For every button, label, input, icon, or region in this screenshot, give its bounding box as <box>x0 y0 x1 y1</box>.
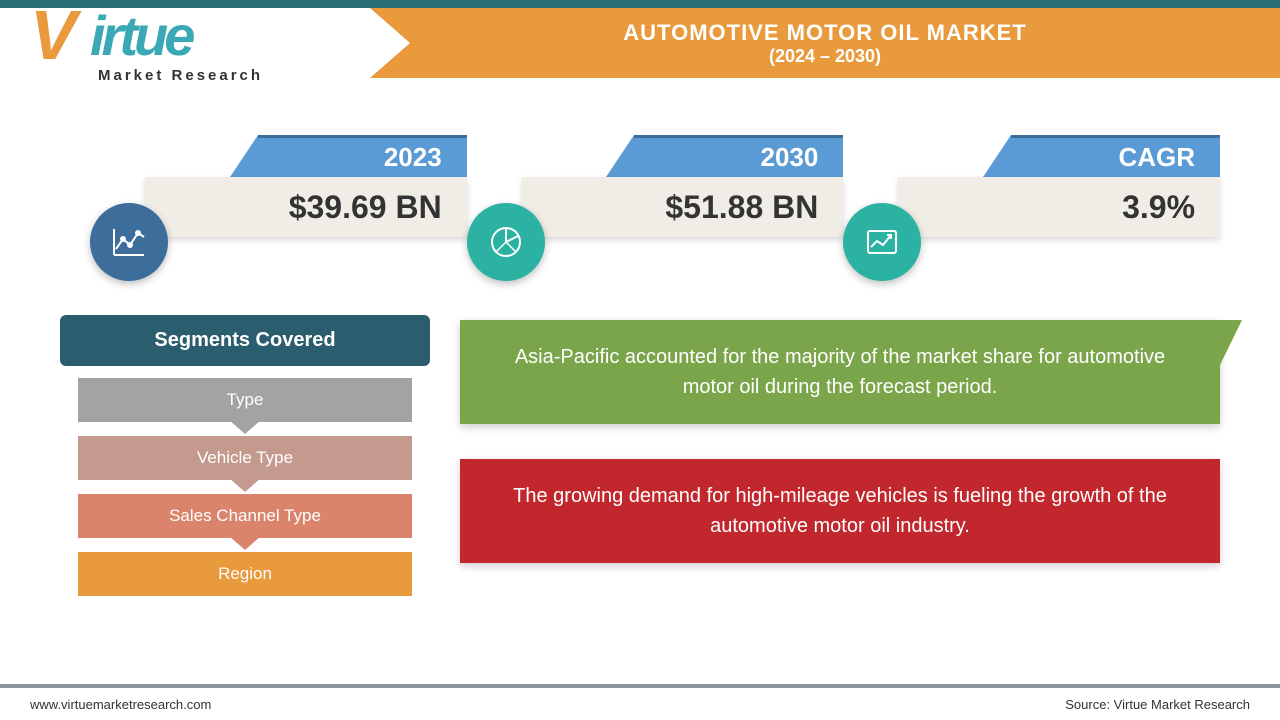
insight-green-box: Asia-Pacific accounted for the majority … <box>460 320 1220 424</box>
footer-bar: www.virtuemarketresearch.com Source: Vir… <box>0 684 1280 720</box>
segment-item: Region <box>78 552 412 596</box>
segment-item: Type <box>78 378 412 422</box>
market-title: AUTOMOTIVE MOTOR OIL MARKET <box>623 20 1026 46</box>
footer-source: Source: Virtue Market Research <box>1065 697 1250 712</box>
stat-label: 2023 <box>258 135 467 177</box>
segment-arrow-icon <box>229 420 261 434</box>
growth-chart-icon <box>843 203 921 281</box>
logo-letter-v: V <box>30 0 69 75</box>
pie-chart-icon <box>467 203 545 281</box>
stat-label: 2030 <box>634 135 843 177</box>
segments-column: Segments Covered Type Vehicle Type Sales C… <box>60 315 430 660</box>
stat-value: $51.88 BN <box>522 177 844 237</box>
header-chevron-cutout <box>370 8 410 78</box>
segment-item: Sales Channel Type <box>78 494 412 538</box>
logo-word-irtue: irtue <box>90 3 191 68</box>
logo-subtitle: Market Research <box>98 67 263 84</box>
stat-card-2023: 2023 $39.69 BN <box>145 135 467 275</box>
segment-arrow-icon <box>229 478 261 492</box>
stat-card-2030: 2030 $51.88 BN <box>522 135 844 275</box>
insights-column: Asia-Pacific accounted for the majority … <box>460 315 1220 660</box>
segment-arrow-icon <box>229 536 261 550</box>
segment-item: Vehicle Type <box>78 436 412 480</box>
insight-red-box: The growing demand for high-mileage vehi… <box>460 459 1220 563</box>
stat-value: 3.9% <box>898 177 1220 237</box>
market-period: (2024 – 2030) <box>769 46 881 67</box>
segments-list: Type Vehicle Type Sales Channel Type Region <box>60 378 430 596</box>
stat-label: CAGR <box>1011 135 1220 177</box>
segments-header: Segments Covered <box>60 315 430 366</box>
lower-section: Segments Covered Type Vehicle Type Sales C… <box>60 315 1220 660</box>
company-logo: V irtue Market Research <box>30 5 360 95</box>
stats-row: 2023 $39.69 BN 2030 $51.88 BN CAGR 3.9% <box>145 135 1220 275</box>
footer-url: www.virtuemarketresearch.com <box>30 697 211 712</box>
stat-value: $39.69 BN <box>145 177 467 237</box>
stat-card-cagr: CAGR 3.9% <box>898 135 1220 275</box>
line-chart-icon <box>90 203 168 281</box>
title-banner: AUTOMOTIVE MOTOR OIL MARKET (2024 – 2030… <box>370 8 1280 78</box>
